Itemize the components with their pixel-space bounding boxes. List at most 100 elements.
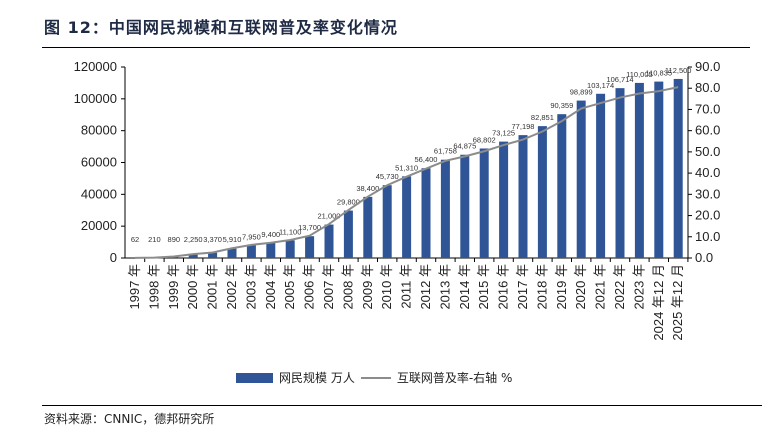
x-tick-label: 2002 年 xyxy=(224,264,239,310)
data-label: 890 xyxy=(168,235,181,244)
left-tick-label: 40000 xyxy=(81,186,117,201)
left-tick-label: 20000 xyxy=(81,218,117,233)
right-tick-label: 80.0 xyxy=(695,80,720,95)
bar xyxy=(440,159,450,258)
data-label: 38,400 xyxy=(356,184,379,193)
data-label: 2,250 xyxy=(184,235,203,244)
right-tick-label: 20.0 xyxy=(695,208,720,223)
x-tick-label: 2000 年 xyxy=(185,264,200,310)
source-note: 资料来源：CNNIC，德邦研究所 xyxy=(44,412,215,426)
bar xyxy=(266,243,276,258)
x-tick-label: 2003 年 xyxy=(243,264,258,310)
figure-title: 图 12：中国网民规模和互联网普及率变化情况 xyxy=(44,18,398,37)
data-label: 45,730 xyxy=(376,172,399,181)
x-tick-label: 2015 年 xyxy=(476,264,491,310)
penetration-line xyxy=(134,86,679,259)
left-tick-label: 60000 xyxy=(81,155,117,170)
bar xyxy=(460,154,470,258)
data-label: 13,700 xyxy=(298,223,321,232)
bar xyxy=(615,88,625,258)
right-tick-label: 0.0 xyxy=(695,250,713,265)
x-tick-label: 2013 年 xyxy=(437,264,452,310)
data-label: 51,310 xyxy=(395,163,418,172)
data-label: 56,400 xyxy=(415,155,438,164)
left-tick-label: 100000 xyxy=(74,91,117,106)
bar xyxy=(654,81,664,259)
x-tick-label: 2024 年12 月 xyxy=(651,264,666,341)
x-tick-label: 2010 年 xyxy=(379,264,394,310)
x-tick-label: 2014 年 xyxy=(457,264,472,310)
bar xyxy=(363,196,373,258)
bar xyxy=(479,148,489,258)
data-label: 11,100 xyxy=(279,227,301,236)
x-tick-label: 2007 年 xyxy=(321,264,336,310)
x-tick-label: 2025 年12 月 xyxy=(670,264,685,341)
data-label: 9,400 xyxy=(261,230,280,239)
x-tick-label: 2005 年 xyxy=(282,264,297,310)
bar xyxy=(208,252,218,258)
bar xyxy=(518,135,528,258)
bar xyxy=(382,185,392,258)
right-tick-label: 50.0 xyxy=(695,144,720,159)
right-tick-label: 40.0 xyxy=(695,165,720,180)
data-label: 110,835 xyxy=(646,69,673,78)
x-tick-label: 2012 年 xyxy=(418,264,433,310)
data-label: 82,851 xyxy=(531,113,554,122)
x-tick-label: 2004 年 xyxy=(263,264,278,310)
bar xyxy=(227,248,237,258)
right-tick-label: 90.0 xyxy=(695,59,720,74)
x-tick-label: 1999 年 xyxy=(166,264,181,310)
data-label: 112,500 xyxy=(665,66,692,75)
bar xyxy=(673,78,683,258)
x-tick-label: 2023 年 xyxy=(631,264,646,310)
x-tick-label: 2019 年 xyxy=(554,264,569,310)
x-tick-label: 2017 年 xyxy=(515,264,530,310)
data-label: 210 xyxy=(148,235,161,244)
data-label: 73,125 xyxy=(492,129,515,138)
data-label: 98,899 xyxy=(570,88,593,97)
bar xyxy=(499,141,509,258)
left-tick-label: 80000 xyxy=(81,123,117,138)
bar xyxy=(576,100,586,259)
data-label: 110,005 xyxy=(626,70,653,79)
left-tick-label: 0 xyxy=(110,250,117,265)
x-tick-label: 2020 年 xyxy=(573,264,588,310)
data-label: 61,758 xyxy=(434,147,457,156)
data-label: 5,910 xyxy=(223,235,242,244)
bar xyxy=(537,126,547,259)
data-label: 62 xyxy=(131,235,139,244)
x-tick-label: 2021 年 xyxy=(593,264,608,310)
title-rule xyxy=(42,47,750,48)
legend-line-swatch xyxy=(360,376,391,379)
data-label: 90,359 xyxy=(550,101,573,110)
bar xyxy=(188,254,198,258)
right-tick-label: 60.0 xyxy=(695,123,720,138)
x-tick-label: 2009 年 xyxy=(360,264,375,310)
left-tick-label: 120000 xyxy=(74,59,117,74)
x-tick-label: 2008 年 xyxy=(340,264,355,310)
legend: 网民规模 万人 互联网普及率-右轴 % xyxy=(236,369,512,386)
bar xyxy=(343,210,353,258)
data-label: 68,802 xyxy=(473,135,496,144)
x-tick-label: 2011 年 xyxy=(399,264,414,309)
legend-line-label: 互联网普及率-右轴 % xyxy=(396,371,513,385)
data-label: 29,800 xyxy=(337,198,360,207)
bar xyxy=(285,240,295,258)
x-tick-label: 1998 年 xyxy=(146,264,161,310)
x-tick-label: 2001 年 xyxy=(205,264,220,310)
data-label: 7,950 xyxy=(242,232,261,241)
right-tick-label: 30.0 xyxy=(695,186,720,201)
data-label: 21,000 xyxy=(318,212,341,221)
legend-bar-swatch xyxy=(236,372,273,383)
data-label: 106,714 xyxy=(606,75,633,84)
bar xyxy=(246,245,256,258)
x-tick-label: 2016 年 xyxy=(496,264,511,310)
bar xyxy=(596,93,606,259)
bar xyxy=(557,114,567,258)
bar xyxy=(634,82,644,258)
x-tick-label: 2022 年 xyxy=(612,264,627,310)
right-tick-label: 70.0 xyxy=(695,101,720,116)
legend-bar-label: 网民规模 万人 xyxy=(279,371,355,385)
